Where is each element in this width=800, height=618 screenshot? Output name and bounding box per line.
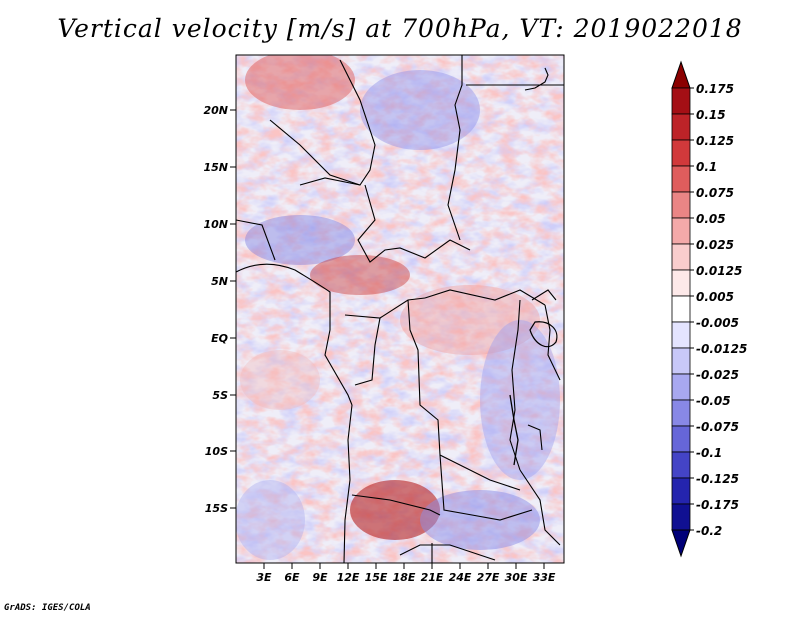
lon-label-27e: 27E — [477, 571, 500, 584]
colorbar-bin — [671, 165, 691, 193]
lon-label-9e: 9E — [312, 571, 328, 584]
colorbar-bin — [671, 139, 691, 167]
lon-label-30e: 30E — [505, 571, 528, 584]
colorbar-label: -0.075 — [696, 420, 739, 434]
lat-label-10n: 10N — [203, 218, 228, 231]
lat-label-5n: 5N — [211, 275, 228, 288]
chart-title: Vertical velocity [m/s] at 700hPa, VT: 2… — [57, 14, 743, 43]
colorbar-label: -0.125 — [696, 472, 739, 486]
colorbar-label: -0.005 — [696, 316, 739, 330]
colorbar-bin — [671, 321, 691, 349]
colorbar-bin — [671, 87, 691, 115]
lat-label-20n: 20N — [203, 104, 228, 117]
lon-label-12e: 12E — [337, 571, 360, 584]
colorbar-label: -0.025 — [696, 368, 739, 382]
lon-label-21e: 21E — [421, 571, 444, 584]
colorbar-bin — [671, 373, 691, 401]
country-borders — [236, 55, 564, 563]
colorbar-label: -0.2 — [696, 524, 722, 538]
colorbar-bin — [671, 113, 691, 141]
colorbar-bottom-arrow — [671, 529, 691, 558]
colorbar-label: 0.175 — [696, 82, 734, 96]
colorbar-label: 0.025 — [696, 238, 734, 252]
lon-label-18e: 18E — [393, 571, 416, 584]
lat-label-eq: EQ — [211, 332, 228, 345]
colorbar-label: 0.125 — [696, 134, 734, 148]
lat-label-15n: 15N — [203, 161, 228, 174]
colorbar-bin — [671, 295, 691, 323]
colorbar-label: -0.175 — [696, 498, 739, 512]
map-frame — [235, 54, 565, 564]
lat-label-5s: 5S — [212, 389, 228, 402]
colorbar-label: 0.1 — [696, 160, 717, 174]
grads-credit: GrADS: IGES/COLA — [4, 603, 91, 613]
colorbar-bin — [671, 243, 691, 271]
colorbar-label: -0.0125 — [696, 342, 747, 356]
colorbar: 0.175 0.15 0.125 0.1 0.075 0.05 0.025 0.0125 0.0… — [671, 60, 747, 558]
colorbar-label: 0.15 — [696, 108, 726, 122]
lat-label-10s: 10S — [205, 445, 228, 458]
colorbar-bin — [671, 425, 691, 453]
colorbar-bin — [671, 347, 691, 375]
colorbar-bin — [671, 217, 691, 245]
lon-label-3e: 3E — [256, 571, 272, 584]
lat-label-15s: 15S — [205, 502, 228, 515]
lon-label-15e: 15E — [365, 571, 388, 584]
colorbar-bin — [671, 451, 691, 479]
colorbar-label: -0.05 — [696, 394, 731, 408]
colorbar-bin — [671, 269, 691, 297]
colorbar-bin — [671, 477, 691, 505]
lon-label-6e: 6E — [284, 571, 300, 584]
colorbar-label: 0.075 — [696, 186, 734, 200]
lon-label-33e: 33E — [533, 571, 556, 584]
vertical-velocity-field — [236, 55, 564, 563]
colorbar-label: 0.05 — [696, 212, 726, 226]
lon-label-24e: 24E — [449, 571, 472, 584]
colorbar-bin — [671, 399, 691, 427]
colorbar-label: -0.1 — [696, 446, 722, 460]
colorbar-top-arrow — [671, 60, 691, 89]
latitude-axis — [230, 109, 236, 509]
colorbar-label: 0.0125 — [696, 264, 742, 278]
colorbar-bin — [671, 191, 691, 219]
colorbar-label: 0.005 — [696, 290, 734, 304]
colorbar-bin — [671, 503, 691, 531]
longitude-axis — [263, 563, 545, 569]
